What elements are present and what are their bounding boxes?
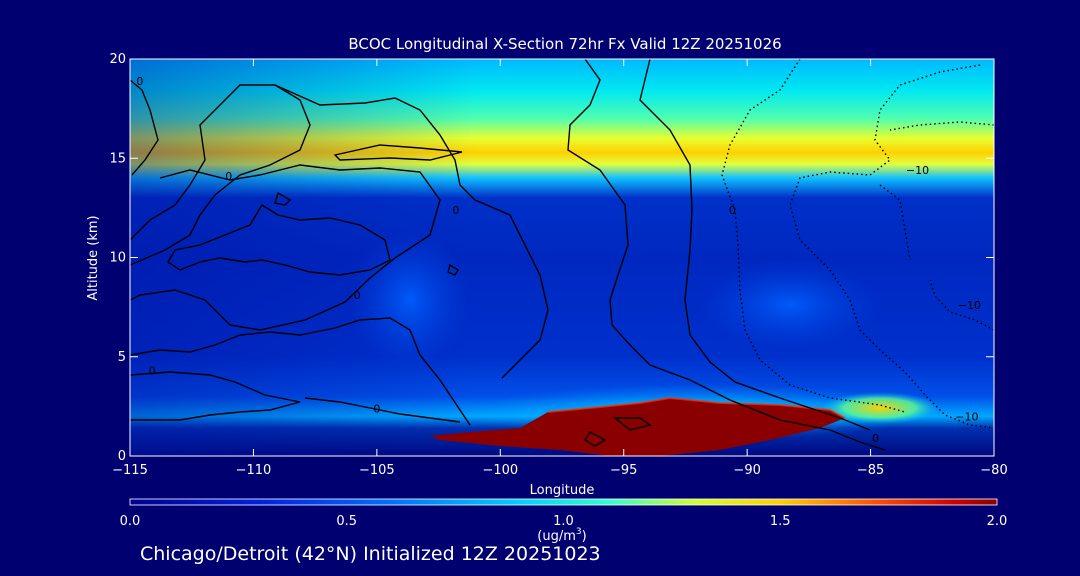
contour-labels: 0 0 0 0 0 0 0 0 −10 −10 −10 xyxy=(136,75,981,445)
x-tick-label: −100 xyxy=(482,463,518,478)
y-tick-label: 5 xyxy=(118,350,126,365)
contour-line xyxy=(613,417,652,431)
colorbar-tick-label: 0.0 xyxy=(120,514,141,529)
y-axis-label: Altitude (km) xyxy=(86,215,101,300)
contour-line xyxy=(639,59,871,431)
contour-label: −10 xyxy=(958,299,981,312)
x-tick-label: −85 xyxy=(857,463,884,478)
y-tick-label: 10 xyxy=(109,251,126,266)
contour-line xyxy=(130,317,471,426)
negative-contour xyxy=(721,59,906,413)
field-blob-west xyxy=(350,230,470,370)
contour-line xyxy=(130,84,311,266)
contour-lines xyxy=(130,59,886,451)
x-tick-label: −95 xyxy=(610,463,637,478)
contour-line xyxy=(584,431,607,447)
colorbar-units-sup: 3 xyxy=(576,527,582,537)
contour-label: 0 xyxy=(452,204,459,217)
y-tick-label: 0 xyxy=(118,449,126,464)
chart-title: BCOC Longitudinal X-Section 72hr Fx Vali… xyxy=(348,35,781,53)
plume-hotspot xyxy=(820,392,940,424)
contour-label: 0 xyxy=(729,204,736,217)
contour-line xyxy=(167,204,391,276)
footer-caption: Chicago/Detroit (42°N) Initialized 12Z 2… xyxy=(140,543,601,565)
plume-feature xyxy=(430,384,940,456)
colorbar xyxy=(129,498,998,506)
contour-label: 0 xyxy=(354,289,361,302)
negative-contour xyxy=(929,279,994,331)
contour-line xyxy=(130,164,441,331)
x-tick-label: −110 xyxy=(236,463,272,478)
field-blob-east xyxy=(700,260,880,350)
colorbar-tick-label: 1.5 xyxy=(770,514,791,529)
contour-label: 0 xyxy=(136,75,143,88)
negative-contour xyxy=(889,121,994,131)
plume-core xyxy=(430,398,845,456)
contour-line xyxy=(447,263,459,276)
colorbar-tick-label: 2.0 xyxy=(987,514,1008,529)
colorbar-units-main: (ug/m xyxy=(537,529,576,544)
contour-label: 0 xyxy=(225,170,232,183)
contour-label: −10 xyxy=(906,164,929,177)
contour-label: 0 xyxy=(373,402,380,415)
contour-label: 0 xyxy=(149,365,156,378)
plot-area: 0 0 0 0 0 0 0 0 −10 −10 −10 xyxy=(130,59,994,456)
contour-line xyxy=(304,397,461,423)
contour-line xyxy=(567,59,886,451)
x-tick-label: −80 xyxy=(980,463,1007,478)
y-tick-label: 15 xyxy=(109,151,126,166)
x-tick-label: −105 xyxy=(359,463,395,478)
colorbar-tick-label: 1.0 xyxy=(553,514,574,529)
contour-line xyxy=(130,371,301,421)
negative-contours xyxy=(721,59,994,429)
contour-line xyxy=(130,79,159,176)
x-axis-label: Longitude xyxy=(530,483,595,498)
y-tick-label: 20 xyxy=(109,52,126,67)
contour-line xyxy=(274,191,292,206)
contour-line xyxy=(333,144,463,161)
colorbar-units-close: ) xyxy=(582,529,587,544)
plume-edge xyxy=(547,396,846,419)
x-tick-label: −90 xyxy=(733,463,760,478)
contour-label: −10 xyxy=(955,410,978,423)
contour-label: 0 xyxy=(872,432,879,445)
colorbar-units: (ug/m3) xyxy=(537,527,586,544)
contour-line xyxy=(274,84,549,379)
colorbar-ticks: 0.0 0.5 1.0 1.5 2.0 xyxy=(120,514,1008,529)
colorbar-tick-label: 0.5 xyxy=(336,514,357,529)
x-tick-label: −115 xyxy=(112,463,148,478)
